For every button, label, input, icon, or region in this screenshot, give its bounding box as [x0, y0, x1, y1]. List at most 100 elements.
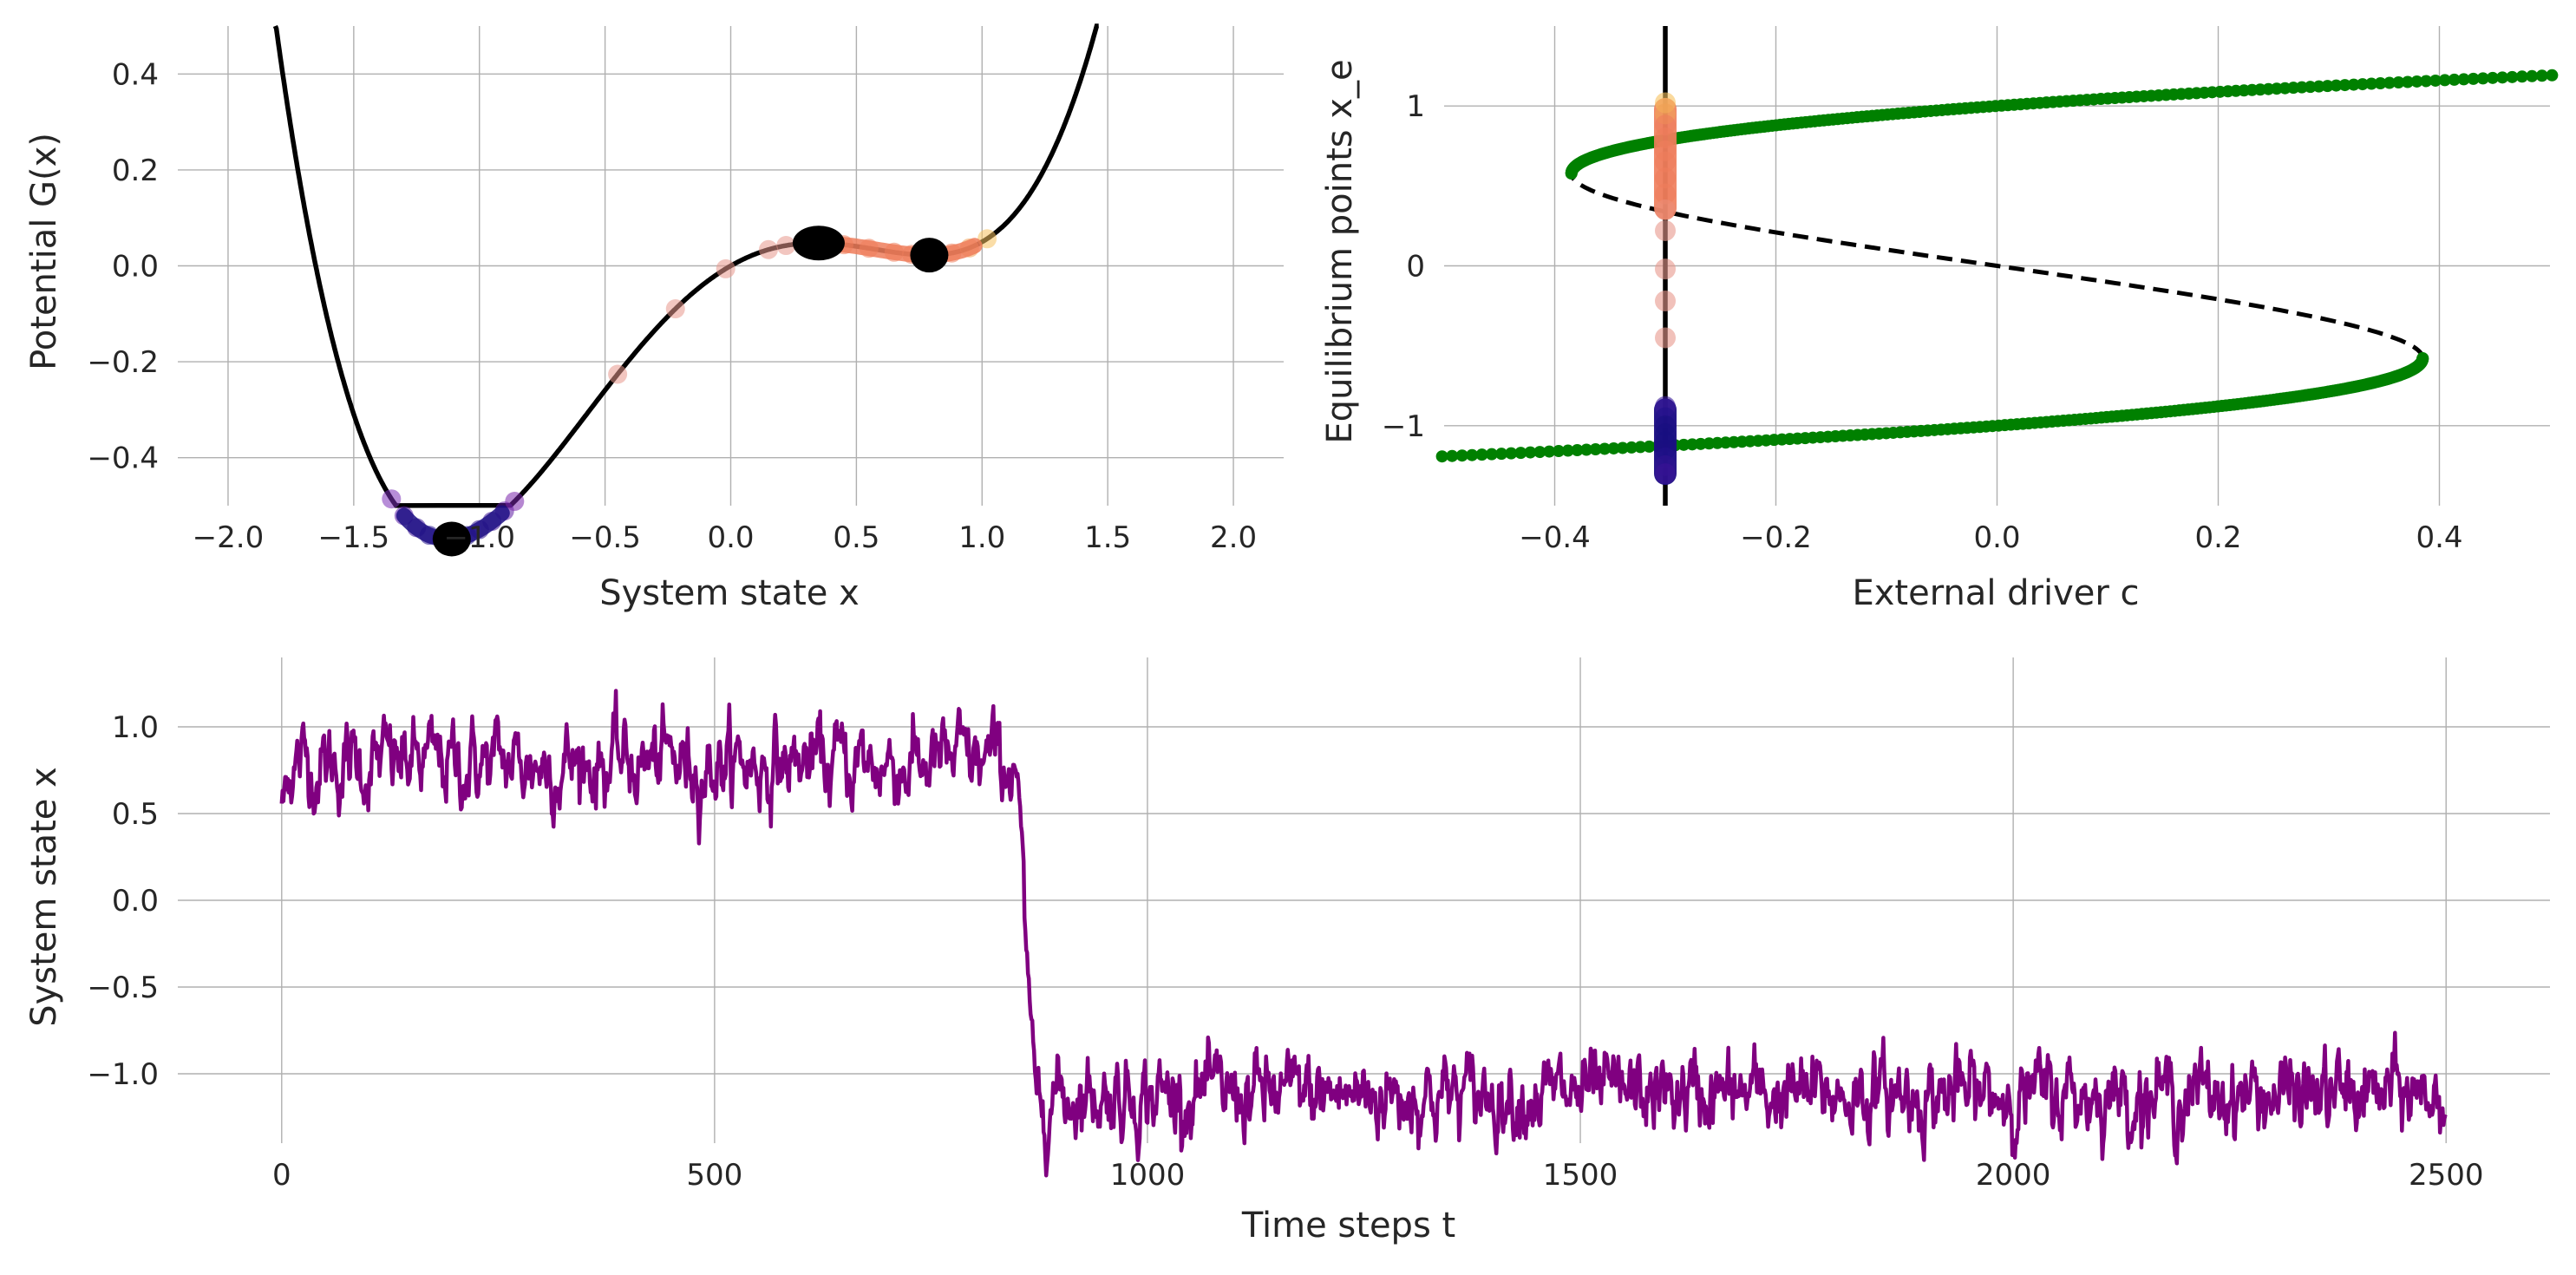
stable-branch-upper-point	[2321, 80, 2334, 93]
stable-branch-upper-point	[2476, 72, 2489, 85]
stable-branch-upper-point	[2506, 70, 2519, 83]
bifurcation-x-tick-label: 0.0	[1973, 520, 2020, 555]
stable-branch-lower-point	[1599, 442, 1612, 455]
potential-equilibrium-marker	[792, 226, 845, 261]
stable-branch-upper-point	[2392, 76, 2405, 89]
stable-branch-upper-point	[2486, 71, 2499, 84]
timeseries-y-tick-label: 0.0	[112, 884, 159, 919]
stable-branch-upper-point	[2330, 79, 2343, 92]
timeseries-line-layer	[279, 689, 2448, 1178]
stable-branch-upper-point	[2496, 71, 2509, 84]
potential-state-point	[665, 299, 685, 319]
stable-branch-lower-point	[1643, 440, 1656, 453]
stable-branch-upper-point	[2410, 75, 2423, 88]
stable-branch-lower-point	[1514, 447, 1527, 460]
timeseries-x-tick-label: 2500	[2409, 1158, 2484, 1193]
potential-equilibrium-marker	[910, 238, 949, 273]
stable-branch-lower-point	[1524, 446, 1537, 459]
stable-branch-upper-point	[2526, 69, 2539, 82]
potential-grid	[178, 26, 1284, 506]
stable-branch-upper-point	[2365, 77, 2378, 90]
system-state-series	[279, 689, 2448, 1178]
timeseries-y-tick-label: −0.5	[87, 971, 159, 1005]
stable-branch-lower-point	[1580, 443, 1593, 456]
potential-panel: −2.0 −1.5 −1.0 −0.5 0.0 0.5 1.0 1.5 2.0 0.40.20.…	[24, 23, 1284, 613]
stable-branch-upper-point	[2467, 72, 2480, 85]
potential-y-tick-label: 0.2	[112, 154, 159, 188]
stable-branch-lower-point	[1446, 449, 1459, 462]
bifurcation-curve-layer	[1435, 26, 2559, 506]
timeseries-y-tick-label: 0.5	[112, 797, 159, 832]
potential-x-tick-label: −2.0	[193, 520, 265, 555]
stable-branch-upper-point	[2420, 75, 2433, 88]
timeseries-x-tick-label: 1500	[1543, 1158, 1618, 1193]
bifurcation-x-tick-label: 0.4	[2416, 520, 2462, 555]
potential-points-layer	[382, 226, 997, 557]
potential-x-axis-label: System state x	[599, 573, 860, 613]
bifurcation-x-axis-label: External driver c	[1852, 573, 2139, 613]
stable-branch-upper-point	[2304, 81, 2317, 94]
potential-x-tick-label: −0.5	[569, 520, 641, 555]
stable-branch-lower-point	[1634, 441, 1647, 454]
stable-branch-upper-point	[2438, 74, 2451, 87]
bifurcation-x-tick-label: −0.2	[1740, 520, 1812, 555]
bifurcation-state-point	[1655, 219, 1676, 241]
stable-branch-upper-point	[2312, 80, 2325, 93]
potential-x-tick-label: 1.0	[958, 520, 1005, 555]
bifurcation-state-point	[1655, 167, 1676, 189]
stable-branch-lower-point	[1607, 441, 1620, 454]
stable-branch-upper-point	[2401, 75, 2414, 88]
bifurcation-y-axis-label: Equilibrium points x_e	[1320, 59, 1360, 443]
bifurcation-state-point	[1655, 258, 1676, 280]
stable-branch-lower-point	[1505, 447, 1518, 460]
stable-branch-lower-point	[1533, 446, 1546, 459]
potential-y-tick-label: 0.4	[112, 57, 159, 92]
bifurcation-x-tick-label: −0.4	[1519, 520, 1591, 555]
potential-x-tick-label: 1.5	[1084, 520, 1131, 555]
potential-x-tick-label: 2.0	[1210, 520, 1257, 555]
bifurcation-x-tick-labels: −0.4 −0.2 0.0 0.2 0.4	[1519, 520, 2462, 555]
potential-y-tick-label: −0.2	[87, 345, 159, 380]
timeseries-x-tick-labels: 0 500 1000 1500 2000 2500	[272, 1158, 2484, 1193]
stable-branch-lower-point	[1553, 445, 1566, 458]
stable-branch-upper-point	[2356, 78, 2369, 91]
stable-branch-lower-point	[1625, 441, 1638, 454]
stable-branch-lower-point	[1571, 444, 1584, 457]
stable-branch-upper-point	[2457, 73, 2470, 86]
bifurcation-x-tick-label: 0.2	[2194, 520, 2241, 555]
timeseries-x-tick-label: 0	[272, 1158, 291, 1193]
potential-state-point	[776, 236, 796, 256]
stable-branch-lower-point	[2416, 351, 2429, 364]
stable-branch-lower-point	[1466, 448, 1479, 461]
stable-branch-upper-point	[2347, 78, 2360, 91]
timeseries-y-tick-label: −1.0	[87, 1057, 159, 1092]
stable-branch-lower-point	[1561, 444, 1574, 457]
stable-branch-lower-point	[1543, 445, 1556, 458]
bifurcation-y-tick-label: −1	[1382, 409, 1425, 444]
potential-state-point	[977, 229, 997, 249]
potential-state-point	[758, 239, 778, 259]
stable-branch-lower-point	[1589, 442, 1602, 455]
stable-branch-upper-point	[2448, 73, 2461, 86]
timeseries-x-axis-label: Time steps t	[1241, 1206, 1455, 1246]
stable-branch-upper-point	[2429, 74, 2442, 87]
bifurcation-state-point	[1655, 291, 1676, 312]
potential-upper-cluster	[828, 236, 983, 264]
stable-branch-lower-point	[1455, 449, 1468, 462]
potential-state-point	[608, 364, 628, 384]
bifurcation-state-point	[1655, 151, 1676, 173]
timeseries-x-tick-label: 2000	[1976, 1158, 2051, 1193]
stable-branch-upper-point	[2515, 70, 2528, 83]
bifurcation-y-tick-label: 0	[1406, 250, 1425, 284]
potential-x-tick-label: −1.5	[318, 520, 390, 555]
potential-y-axis-label: Potential G(x)	[24, 133, 64, 370]
potential-x-tick-label: 0.5	[833, 520, 879, 555]
stable-branch-upper-point	[2535, 69, 2548, 82]
bifurcation-state-point	[1655, 183, 1676, 205]
potential-x-tick-labels: −2.0 −1.5 −1.0 −0.5 0.0 0.5 1.0 1.5 2.0	[193, 520, 1257, 555]
potential-y-tick-label: −0.4	[87, 441, 159, 476]
stable-branch-lower-point	[1435, 450, 1448, 463]
bifurcation-state-point	[1655, 199, 1676, 220]
bifurcation-points-layer	[1654, 92, 1677, 486]
